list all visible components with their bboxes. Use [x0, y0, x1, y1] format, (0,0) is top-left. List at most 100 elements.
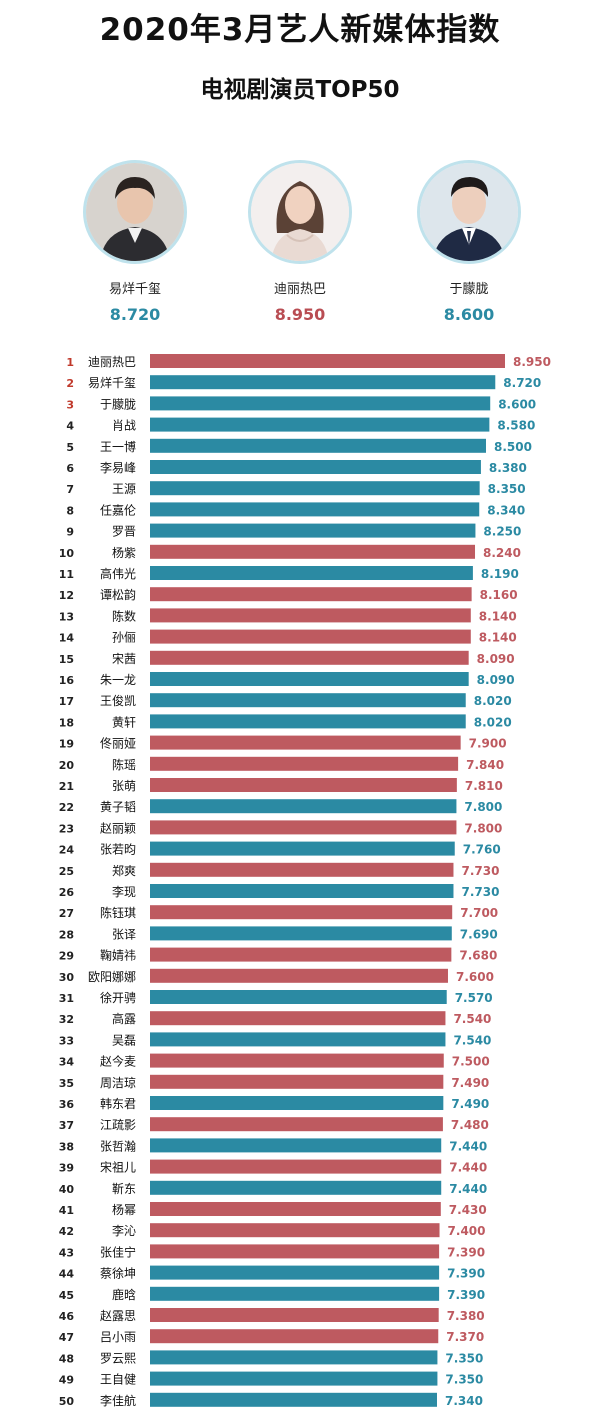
rank-label: 44	[59, 1268, 75, 1281]
bar	[150, 1350, 438, 1365]
rank-label: 2	[66, 377, 74, 390]
podium-card-2[interactable]: 易烊千玺 8.720	[65, 160, 205, 324]
category-label: 江疏影	[100, 1117, 136, 1132]
bar	[150, 1159, 442, 1174]
podium-card-1[interactable]: 迪丽热巴 8.950	[230, 160, 370, 324]
value-label: 7.350	[445, 1351, 483, 1365]
female-avatar-icon	[251, 163, 349, 261]
category-label: 赵今麦	[100, 1054, 136, 1069]
category-label: 赵丽颖	[100, 821, 136, 835]
rank-label: 38	[59, 1140, 74, 1153]
bar	[150, 417, 490, 432]
bar	[150, 672, 469, 686]
value-label: 8.140	[479, 631, 517, 645]
rank-label: 22	[59, 801, 74, 814]
bar	[150, 968, 448, 983]
value-label: 7.900	[469, 737, 507, 751]
rank-label: 43	[59, 1246, 74, 1259]
rank-label: 10	[59, 547, 75, 560]
bar	[150, 1074, 444, 1089]
value-label: 7.690	[460, 927, 498, 941]
rank-label: 11	[59, 568, 74, 581]
bar	[150, 1011, 446, 1026]
rank-label: 41	[59, 1204, 74, 1217]
rank-label: 48	[59, 1352, 74, 1365]
rank-label: 35	[59, 1077, 74, 1090]
bar	[150, 820, 457, 835]
value-label: 7.350	[445, 1373, 483, 1387]
category-label: 鹿晗	[112, 1287, 136, 1302]
value-label: 7.540	[453, 1012, 491, 1026]
value-label: 7.480	[451, 1118, 489, 1132]
value-label: 8.600	[498, 397, 536, 411]
male-avatar-icon	[420, 163, 518, 261]
rank-label: 14	[59, 632, 75, 645]
bar	[150, 884, 454, 898]
rank-label: 18	[59, 716, 74, 729]
podium-card-3[interactable]: 于朦胧 8.600	[399, 160, 539, 324]
bar	[150, 756, 459, 771]
category-label: 罗晋	[112, 525, 136, 539]
value-label: 7.430	[449, 1203, 487, 1217]
value-label: 7.600	[456, 970, 494, 984]
bar	[150, 1371, 438, 1386]
value-label: 7.390	[447, 1288, 485, 1302]
category-label: 陈钰琪	[100, 905, 136, 920]
male-avatar-icon	[86, 163, 184, 261]
rank-label: 34	[59, 1056, 75, 1069]
bar	[150, 375, 496, 390]
page-subtitle: 电视剧演员TOP50	[200, 77, 400, 103]
bar	[150, 481, 480, 496]
value-label: 8.020	[474, 694, 512, 708]
value-label: 7.680	[459, 949, 497, 963]
podium-score: 8.950	[274, 305, 326, 324]
podium-name: 迪丽热巴	[273, 282, 326, 297]
category-label: 于朦胧	[100, 397, 136, 411]
category-label: 杨幂	[112, 1202, 136, 1217]
value-label: 7.840	[466, 758, 504, 772]
rank-label: 24	[59, 844, 75, 857]
value-label: 8.950	[513, 355, 551, 369]
bar	[150, 1202, 441, 1216]
value-label: 7.390	[447, 1267, 485, 1281]
bar	[150, 778, 457, 792]
bar	[150, 438, 486, 453]
bar	[150, 905, 453, 920]
category-label: 王源	[112, 482, 136, 496]
bar	[150, 735, 461, 750]
bar	[150, 841, 455, 856]
rank-label: 42	[59, 1225, 74, 1238]
page-title: 2020年3月艺人新媒体指数	[99, 12, 501, 48]
bar	[150, 1096, 444, 1110]
category-label: 王一博	[100, 439, 136, 454]
category-label: 蔡徐坤	[100, 1266, 136, 1281]
category-label: 宋茜	[112, 651, 136, 666]
category-label: 宋祖儿	[100, 1160, 136, 1175]
bar	[150, 1223, 440, 1238]
category-label: 李现	[112, 884, 136, 899]
rank-label: 20	[59, 759, 75, 772]
category-label: 易烊千玺	[88, 376, 136, 390]
bar	[150, 1265, 440, 1280]
rank-label: 37	[59, 1119, 74, 1132]
category-label: 王自健	[100, 1373, 136, 1387]
rank-label: 28	[59, 928, 74, 941]
bar	[150, 1308, 439, 1322]
rank-label: 25	[59, 865, 74, 878]
value-label: 8.090	[477, 673, 515, 687]
rank-label: 36	[59, 1098, 75, 1111]
rank-label: 29	[59, 950, 74, 963]
category-label: 佟丽娅	[100, 736, 136, 751]
bar	[150, 608, 471, 623]
podium-name: 于朦胧	[449, 282, 489, 297]
bar	[150, 1286, 440, 1301]
rank-label: 7	[66, 483, 74, 496]
rank-label: 23	[59, 822, 74, 835]
bar	[150, 714, 466, 729]
bar	[150, 1117, 443, 1132]
category-label: 高露	[112, 1011, 136, 1026]
category-label: 李佳航	[100, 1393, 136, 1408]
value-label: 7.370	[446, 1330, 484, 1344]
value-label: 8.350	[488, 482, 526, 496]
